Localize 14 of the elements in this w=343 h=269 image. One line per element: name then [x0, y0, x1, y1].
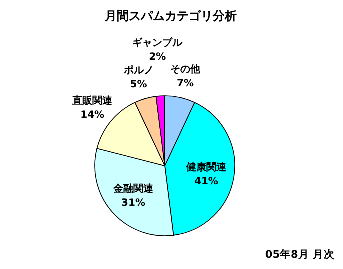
data-label: 7%: [177, 78, 194, 90]
slice-label: ポルノ: [122, 66, 154, 77]
data-label: 41%: [194, 176, 218, 188]
slice-label: ギャンブル: [132, 37, 184, 50]
text: 05年8月 月次: [265, 248, 336, 261]
slice-label: 直販関連: [72, 95, 114, 108]
slice-label: その他: [170, 63, 202, 76]
data-label: 31%: [122, 198, 146, 209]
data-label: 5%: [130, 80, 148, 91]
slice-label: 健康関連: [185, 162, 228, 174]
chart-title: 月間スパムカテゴリ分析: [104, 9, 237, 23]
slice-label: 金融関連: [112, 182, 154, 195]
data-label: 2%: [149, 52, 166, 64]
data-label: 14%: [80, 110, 105, 122]
